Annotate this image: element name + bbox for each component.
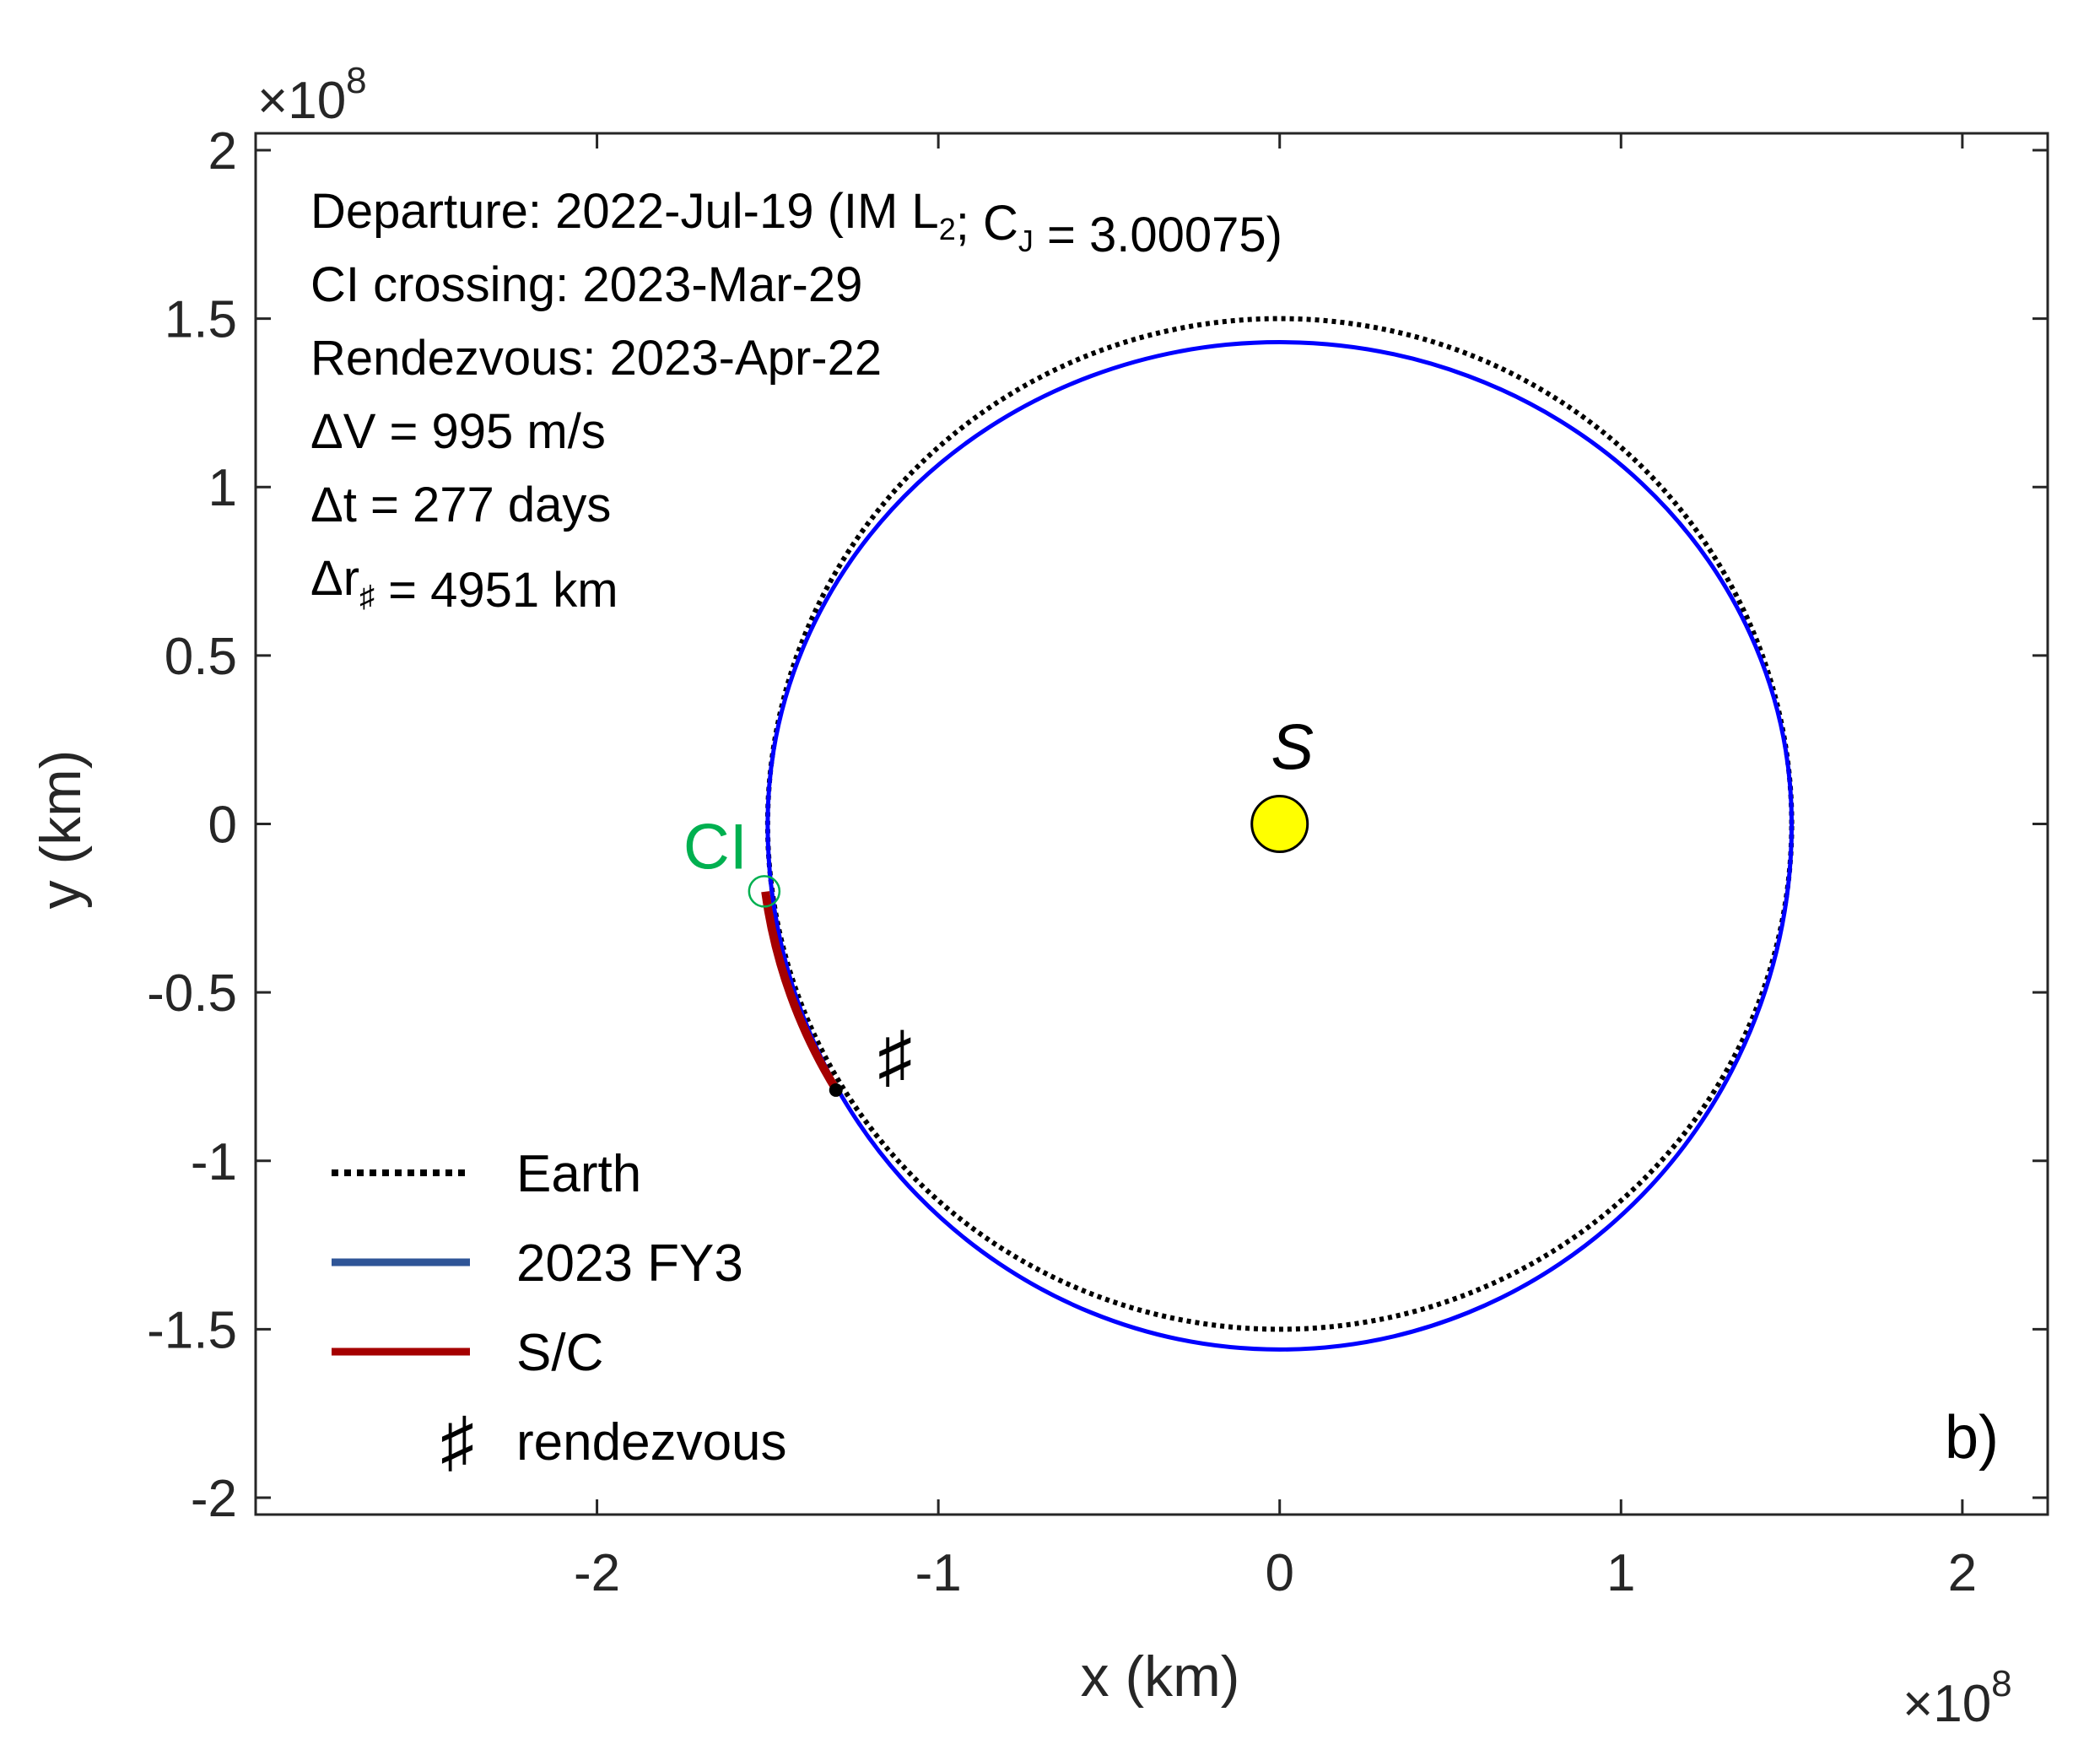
spacecraft-trajectory xyxy=(761,891,841,1094)
x-exponent-power: 8 xyxy=(1991,1663,2011,1704)
legend: Earth 2023 FY3 S/C ♯ rendezvous xyxy=(332,1145,787,1479)
legend-label: rendezvous xyxy=(516,1413,787,1472)
y-tick-label: -1.5 xyxy=(147,1301,237,1359)
annotation-text: = 3.00075) xyxy=(1034,208,1282,262)
y-exponent-base: ×10 xyxy=(257,72,346,130)
annotation-text: Δt = 277 days xyxy=(310,478,611,532)
annotation-text: ; C xyxy=(956,196,1018,251)
legend-symbol-rendezvous: ♯ xyxy=(440,1404,474,1479)
annotation-line: Departure: 2022-Jul-19 (IM L2; CJ = 3.00… xyxy=(310,184,1282,262)
x-tick-label: -2 xyxy=(574,1544,620,1602)
annotation-text: Δr xyxy=(310,551,359,606)
annotation-text: Departure: 2022-Jul-19 (IM L xyxy=(310,184,939,239)
x-exponent-base: ×10 xyxy=(1903,1675,1991,1733)
y-axis-label: y (km) xyxy=(29,750,93,910)
x-tick-label: -1 xyxy=(915,1544,962,1602)
annotation-text: Rendezvous: 2023-Apr-22 xyxy=(310,331,882,386)
annotation-subscript: 2 xyxy=(939,212,956,246)
y-tick-label: -1 xyxy=(191,1133,237,1191)
annotation-box: Departure: 2022-Jul-19 (IM L2; CJ = 3.00… xyxy=(310,184,1282,618)
y-tick-label: -0.5 xyxy=(147,964,237,1023)
legend-label: S/C xyxy=(516,1324,603,1382)
rendezvous-point xyxy=(829,1083,843,1097)
y-tick-label: 1 xyxy=(208,459,237,517)
orbit-layer: S CI ♯ xyxy=(683,316,1795,1351)
legend-label: Earth xyxy=(516,1145,641,1203)
annotation-line: Rendezvous: 2023-Apr-22 xyxy=(310,331,882,386)
y-exponent-power: 8 xyxy=(346,60,366,101)
annotation-subscript: J xyxy=(1018,224,1034,258)
y-axis-exponent: ×108 xyxy=(257,60,367,130)
x-tick-label: 0 xyxy=(1265,1544,1293,1602)
rendezvous-symbol: ♯ xyxy=(877,1018,912,1095)
sun-label: S xyxy=(1271,712,1314,784)
annotation-line: CI crossing: 2023-Mar-29 xyxy=(310,257,862,312)
annotation-line: ΔV = 995 m/s xyxy=(310,404,606,459)
annotation-line: Δt = 277 days xyxy=(310,478,611,532)
svg-text:×108: ×108 xyxy=(257,60,367,130)
sun-marker xyxy=(1250,795,1309,853)
annotation-text: ΔV = 995 m/s xyxy=(310,404,606,459)
x-axis-exponent: ×108 xyxy=(1903,1663,2012,1733)
x-tick-label: 1 xyxy=(1606,1544,1635,1602)
y-tick-label: -2 xyxy=(191,1470,237,1528)
x-tick-label: 2 xyxy=(1948,1544,1977,1602)
annotation-text: = 4951 km xyxy=(375,563,618,618)
y-tick-label: 2 xyxy=(208,122,237,181)
y-tick-label: 0 xyxy=(208,797,237,855)
annotation-subscript: ♯ xyxy=(359,579,375,613)
legend-label: 2023 FY3 xyxy=(516,1234,743,1293)
y-tick-label: 0.5 xyxy=(165,628,237,686)
x-axis-label: x (km) xyxy=(1081,1644,1240,1709)
svg-text:×108: ×108 xyxy=(1903,1663,2012,1733)
ci-crossing-marker xyxy=(748,875,781,908)
y-tick-label: 1.5 xyxy=(165,291,237,349)
annotation-line: Δr♯ = 4951 km xyxy=(310,551,618,618)
orbit-2023-fy3 xyxy=(765,340,1795,1351)
annotation-text: CI crossing: 2023-Mar-29 xyxy=(310,257,862,312)
panel-label: b) xyxy=(1945,1404,1999,1472)
tick-layer: -2 -1 0 1 2 -2 -1.5 -1 -0.5 0 0.5 1 1.5 2 xyxy=(147,122,2048,1602)
ci-label: CI xyxy=(683,811,748,883)
